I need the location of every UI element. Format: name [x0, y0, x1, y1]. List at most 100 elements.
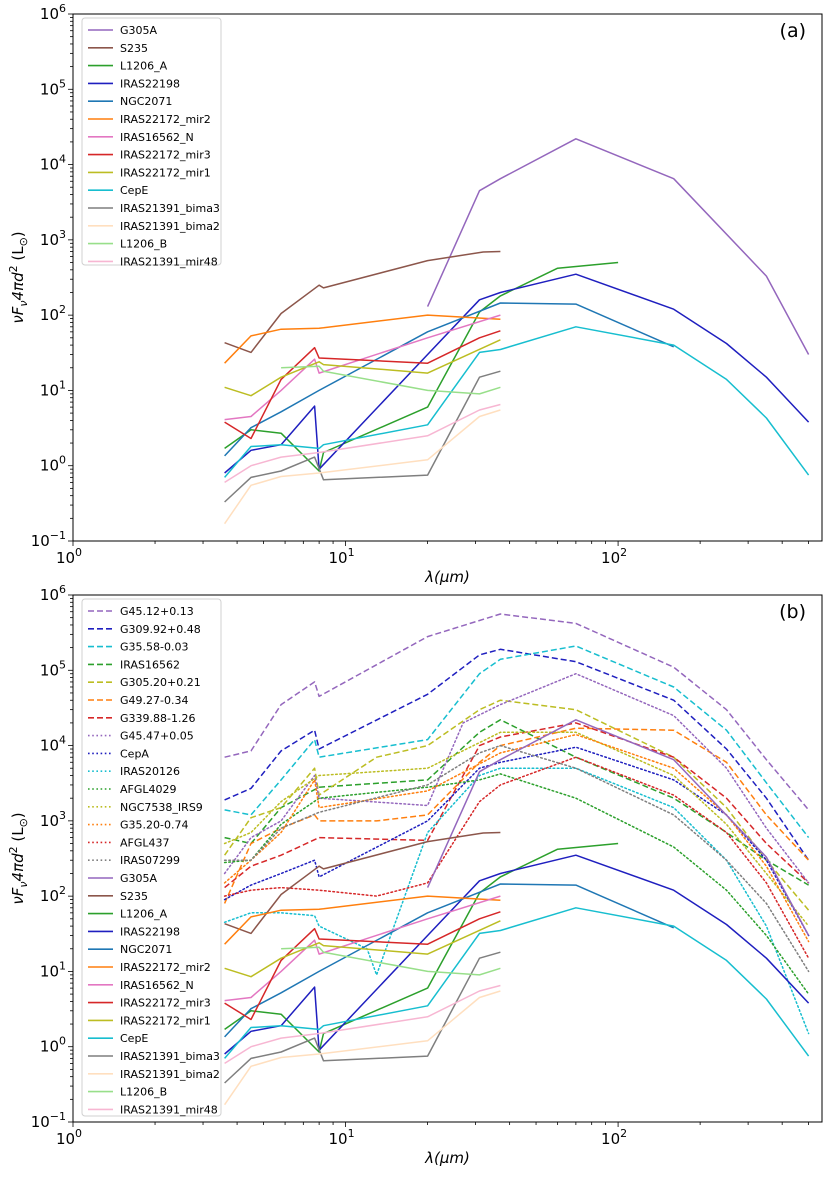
legend-label: IRAS22198 [120, 925, 180, 938]
legend-label: IRAS22172_mir1 [120, 1014, 211, 1027]
series-line-G45.12+0.13 [224, 613, 810, 811]
legend-label: IRAS22172_mir3 [120, 149, 211, 162]
legend-label: NGC7538_IRS9 [120, 801, 203, 814]
legend-label: G305.20+0.21 [120, 676, 201, 689]
y-tick-label: 10−1 [31, 1110, 66, 1131]
legend-label: IRAS22198 [120, 77, 180, 90]
y-tick-label: 103 [40, 228, 66, 249]
panel-tag-b: (b) [779, 601, 806, 623]
y-axis-label-a: νFν4πd2 (L⊙) [7, 231, 30, 323]
series-line-G49.27-0.34 [223, 727, 810, 904]
series-line-G35.20-0.74 [223, 733, 810, 943]
plot-frame-a [72, 13, 823, 542]
y-tick-label: 104 [40, 734, 66, 755]
series-line-IRAS16562_N [224, 895, 501, 1002]
legend-label: G35.58-0.03 [120, 641, 188, 654]
x-tick-label: 102 [601, 546, 627, 567]
legend-label: L1206_A [120, 60, 168, 73]
x-tick-label: 101 [328, 546, 354, 567]
legend-label: AFGL437 [120, 836, 170, 849]
legend-label: G305A [120, 24, 158, 37]
y-tick-label: 102 [40, 303, 66, 324]
y-tick-label: 101 [40, 378, 66, 399]
series-line-IRAS22172_mir2 [224, 895, 501, 945]
legend-box [81, 598, 222, 1117]
panel-tag-a: (a) [780, 20, 806, 42]
series-line-IRAS21391_bima2 [223, 990, 501, 1106]
y-tick-label: 103 [40, 809, 66, 830]
legend-label: AFGL4029 [120, 783, 177, 796]
legend-label: IRAS07299 [120, 854, 180, 867]
series-line-AFGL437 [223, 756, 810, 959]
y-tick-label: 105 [40, 658, 66, 679]
legend-label: IRAS16562_N [120, 979, 194, 992]
legend-label: S235 [120, 890, 148, 903]
series-line-G339.88-1.26 [224, 722, 810, 889]
legend-label: IRAS21391_bima2 [120, 1068, 220, 1081]
legend-label: L1206_A [120, 908, 168, 921]
series-line-IRAS21391_mir48 [224, 403, 501, 484]
legend-label: CepE [120, 184, 148, 197]
series-line-IRAS21391_bima2 [223, 409, 501, 525]
series-line-G305A [426, 138, 810, 355]
series-line-IRAS22198 [224, 273, 810, 474]
series-line-IRAS20126 [223, 767, 810, 1035]
x-axis-label-b: λ(μm) [424, 1149, 470, 1167]
legend-label: CepA [120, 747, 149, 760]
y-tick-label: 10−1 [31, 529, 66, 550]
series-line-CepE [224, 326, 810, 478]
legend-label: IRAS16562 [120, 658, 180, 671]
x-tick-label: 101 [328, 1127, 354, 1148]
legend-label: IRAS22172_mir2 [120, 113, 211, 126]
legend-label: IRAS22172_mir1 [120, 166, 211, 179]
plot-frame-b [72, 594, 823, 1123]
series-line-L1206_B [281, 365, 501, 395]
series-line-AFGL4029 [223, 773, 810, 995]
y-axis-label-b: νFν4πd2 (L⊙) [7, 812, 30, 904]
series-group-b [223, 613, 810, 1106]
series-group-a [223, 138, 810, 525]
series-line-IRAS22172_mir3 [224, 330, 501, 440]
legend-label: G49.27-0.34 [120, 694, 188, 707]
series-line-IRAS22172_mir3 [224, 911, 501, 1021]
legend-a: G305A S235 L1206_A IRAS22198 NGC2071 IRAS2217… [81, 17, 222, 268]
series-line-S235 [224, 831, 501, 935]
legend-label: IRAS22172_mir3 [120, 997, 211, 1010]
legend-label: CepE [120, 1032, 148, 1045]
y-tick-label: 100 [40, 454, 66, 475]
legend-b: G45.12+0.13 G309.92+0.48 G35.58-0.03 IRAS16… [81, 598, 222, 1117]
x-axis-label-a: λ(μm) [424, 568, 470, 586]
legend-label: G339.88-1.26 [120, 712, 195, 725]
series-line-L1206_B [281, 946, 501, 976]
series-line-G305A [426, 719, 810, 936]
legend-label: G309.92+0.48 [120, 623, 201, 636]
x-tick-label: 100 [56, 546, 82, 567]
y-tick-label: 102 [40, 884, 66, 905]
series-line-IRAS22172_mir1 [224, 339, 501, 397]
y-tick-label: 105 [40, 77, 66, 98]
legend-label: L1206_B [120, 1086, 167, 1099]
series-line-L1206_A [224, 842, 619, 1053]
legend-label: G45.12+0.13 [120, 605, 194, 618]
series-line-NGC7538_IRS9 [223, 731, 810, 927]
series-line-G35.58-0.03 [224, 645, 810, 839]
series-line-IRAS22172_mir2 [224, 314, 501, 364]
legend-label: L1206_B [120, 238, 167, 251]
series-line-IRAS16562 [224, 719, 809, 886]
series-line-IRAS07299 [223, 744, 810, 973]
legend-label: NGC2071 [120, 943, 172, 956]
series-line-G309.92+0.48 [224, 648, 810, 861]
legend-label: IRAS20126 [120, 765, 180, 778]
legend-label: NGC2071 [120, 95, 172, 108]
legend-label: G305A [120, 872, 158, 885]
series-line-IRAS22172_mir1 [224, 920, 501, 978]
series-line-L1206_A [224, 261, 619, 472]
series-line-G305.20+0.21 [223, 699, 810, 911]
legend-label: IRAS16562_N [120, 131, 194, 144]
legend-label: G45.47+0.05 [120, 730, 194, 743]
y-tick-label: 100 [40, 1035, 66, 1056]
